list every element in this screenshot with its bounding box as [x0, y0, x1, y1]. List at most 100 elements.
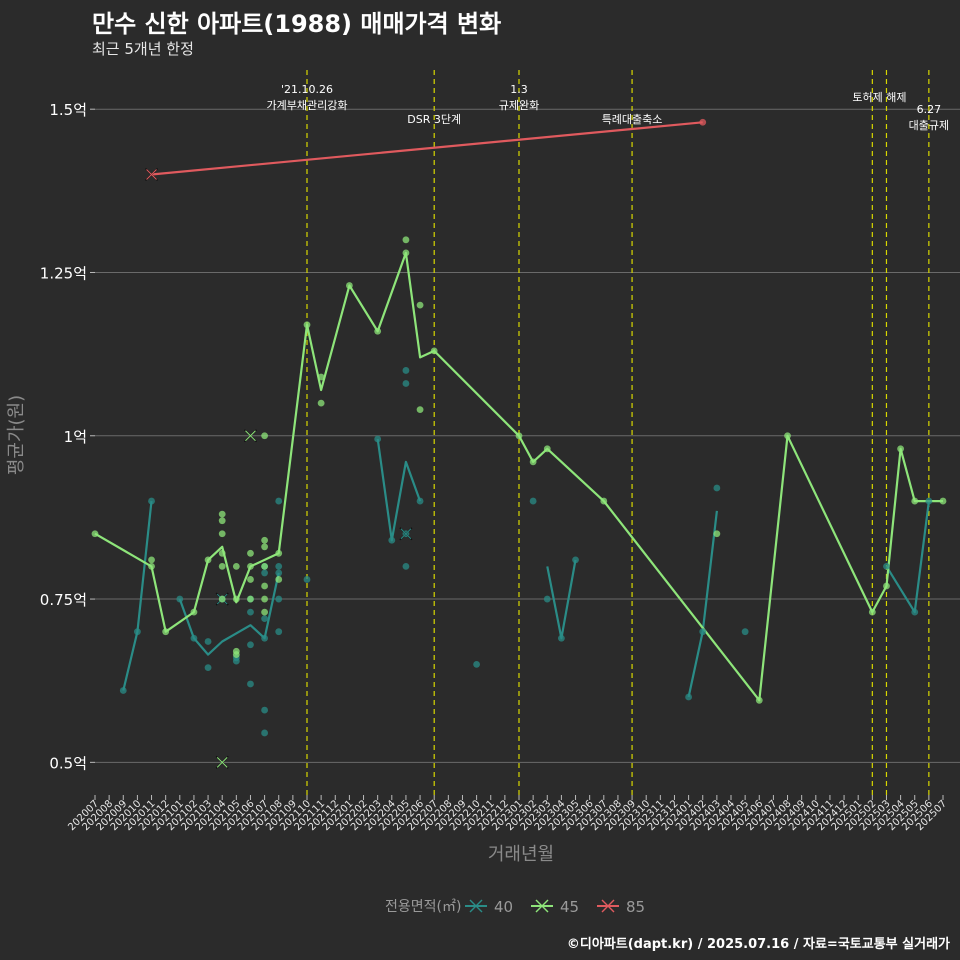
series-40-cross-marker — [399, 527, 413, 541]
series-40-point — [713, 484, 721, 492]
event-label: 6.27 — [917, 103, 942, 116]
series-45-point — [868, 608, 876, 616]
series-40-point — [925, 497, 933, 505]
series-45-point — [275, 576, 283, 583]
series-points — [91, 118, 947, 769]
series-lines — [94, 121, 943, 702]
source-footer: ©디아파트(dapt.kr) / 2025.07.16 / 자료=국토교통부 실… — [566, 937, 950, 952]
series-40-point — [176, 595, 184, 603]
series-40-point — [416, 497, 424, 505]
series-45-point — [939, 497, 947, 505]
x-axis-label: 거래년월 — [488, 844, 554, 865]
series-40-point — [148, 497, 155, 505]
series-45-point — [232, 562, 240, 570]
series-45-point — [713, 530, 721, 538]
legend-swatch-cross — [469, 899, 483, 913]
series-40-point — [402, 380, 410, 387]
series-45-point — [515, 432, 523, 440]
series-45-point — [416, 301, 424, 309]
series-45-point — [218, 517, 226, 525]
series-45-point — [218, 549, 226, 557]
series-40-point — [275, 497, 283, 505]
series-40-point — [275, 562, 283, 570]
series-45-point — [232, 595, 240, 603]
cross-stroke — [400, 528, 412, 540]
series-45-point — [247, 549, 254, 557]
legend-label: 40 — [494, 898, 513, 916]
series-40-point — [204, 664, 212, 672]
series-45-point — [148, 556, 155, 564]
series-45-point — [218, 595, 226, 603]
series-45-point — [218, 562, 226, 570]
series-45-point — [883, 582, 890, 590]
series-45-point — [261, 608, 268, 616]
series-45-point — [897, 445, 904, 453]
series-45-point — [600, 497, 608, 505]
y-tick-label: 1.25억 — [40, 264, 87, 282]
series-40-point — [529, 497, 537, 505]
legend: 전용면적(㎡) 40 45 85 — [385, 898, 645, 916]
series-85-point — [699, 118, 707, 126]
event-label: 토허제 해제 — [852, 90, 906, 104]
series-45-point — [416, 406, 424, 414]
series-40-line — [376, 438, 422, 542]
series-45-point — [261, 582, 268, 590]
series-45-point — [430, 347, 438, 355]
series-45-point — [232, 647, 240, 655]
series-40-point — [247, 680, 254, 688]
event-label: DSR 3단계 — [407, 113, 461, 126]
y-tick-label: 1억 — [64, 428, 87, 446]
legend-label: 85 — [626, 898, 645, 916]
series-45-cross-marker — [243, 429, 257, 443]
series-40-point — [473, 660, 480, 668]
series-45-point — [148, 562, 155, 570]
legend-title: 전용면적(㎡) — [385, 899, 461, 915]
cross-stroke — [245, 430, 256, 442]
series-40-point — [388, 536, 396, 544]
series-40-point — [741, 628, 749, 636]
series-40-point — [261, 634, 268, 642]
series-45-point — [303, 321, 311, 329]
series-45-point — [402, 236, 410, 244]
legend-item-85: 85 — [597, 898, 645, 916]
series-40-point — [247, 641, 254, 649]
series-45-point — [218, 530, 226, 538]
event-label: 가계부채관리강화 — [267, 99, 348, 112]
event-label: 특례대출축소 — [602, 113, 663, 126]
series-45-point — [911, 497, 919, 505]
series-40-point — [699, 628, 707, 636]
series-45-point — [529, 458, 537, 466]
series-45-point — [346, 282, 353, 289]
legend-label: 45 — [560, 898, 579, 916]
y-tick-label: 0.5억 — [49, 754, 87, 772]
series-45-point — [190, 608, 198, 616]
series-40-point — [402, 562, 410, 570]
series-45-point — [317, 399, 325, 407]
series-40-point — [275, 595, 283, 603]
series-40-line — [122, 500, 153, 691]
series-45-point — [247, 576, 254, 583]
series-45-point — [261, 562, 268, 570]
series-40-point — [119, 687, 127, 694]
series-45-point — [543, 445, 551, 453]
grid-lines — [95, 108, 960, 763]
series-45-point — [374, 327, 382, 335]
legend-item-45: 45 — [531, 898, 579, 916]
series-45-line — [94, 251, 943, 702]
y-tick-label: 0.75억 — [40, 591, 87, 609]
series-45-cross-marker — [215, 755, 229, 769]
series-40-point — [543, 595, 551, 603]
series-45-point — [91, 530, 99, 538]
series-45-point — [784, 432, 791, 440]
chart-subtitle: 최근 5개년 한정 — [92, 40, 194, 58]
series-40-point — [883, 562, 890, 570]
series-40-point — [261, 569, 268, 577]
event-label: 대출규제 — [909, 119, 949, 132]
series-40-point — [261, 729, 268, 737]
series-45-point — [204, 556, 212, 564]
series-45-point — [261, 543, 268, 551]
series-40-point — [572, 556, 579, 564]
series-40-point — [402, 367, 410, 374]
